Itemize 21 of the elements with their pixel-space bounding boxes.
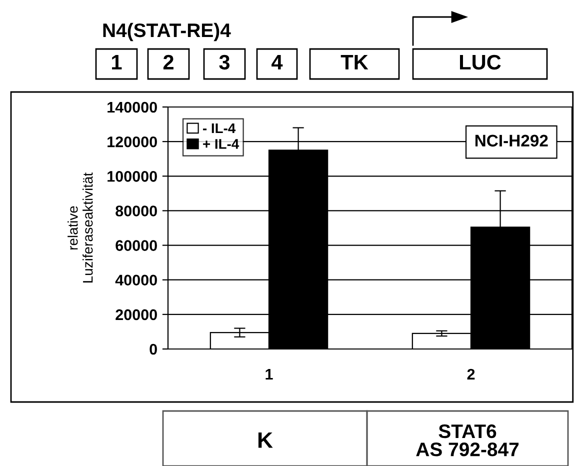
y-tick-label: 100000 bbox=[108, 171, 157, 182]
text: 2 bbox=[163, 54, 174, 70]
annotation: NCI-H292 bbox=[475, 134, 548, 147]
y-tick-label: 80000 bbox=[116, 206, 157, 216]
text: TK bbox=[340, 55, 368, 70]
y-tick-label: 60000 bbox=[116, 240, 157, 251]
y-tick-label: 20000 bbox=[116, 309, 157, 320]
text: K bbox=[258, 432, 273, 448]
y-tick-label: 0 bbox=[150, 344, 157, 355]
text: STAT6 AS 792-847 bbox=[416, 424, 519, 456]
y-tick-label: 140000 bbox=[108, 102, 157, 113]
text: 3 bbox=[219, 54, 230, 70]
text: 1 bbox=[112, 55, 122, 70]
text: 4 bbox=[272, 55, 283, 70]
y-tick-label: 40000 bbox=[115, 274, 157, 286]
y-tick-label: 120000 bbox=[108, 136, 157, 148]
text: LUC bbox=[460, 54, 501, 70]
y-axis-title: relative Luziferaseaktivität bbox=[68, 172, 93, 282]
chart-title: N4(STAT-RE)4 bbox=[103, 22, 231, 42]
legend-label: - IL-4 bbox=[203, 123, 236, 134]
legend-label: + IL-4 bbox=[203, 139, 240, 149]
